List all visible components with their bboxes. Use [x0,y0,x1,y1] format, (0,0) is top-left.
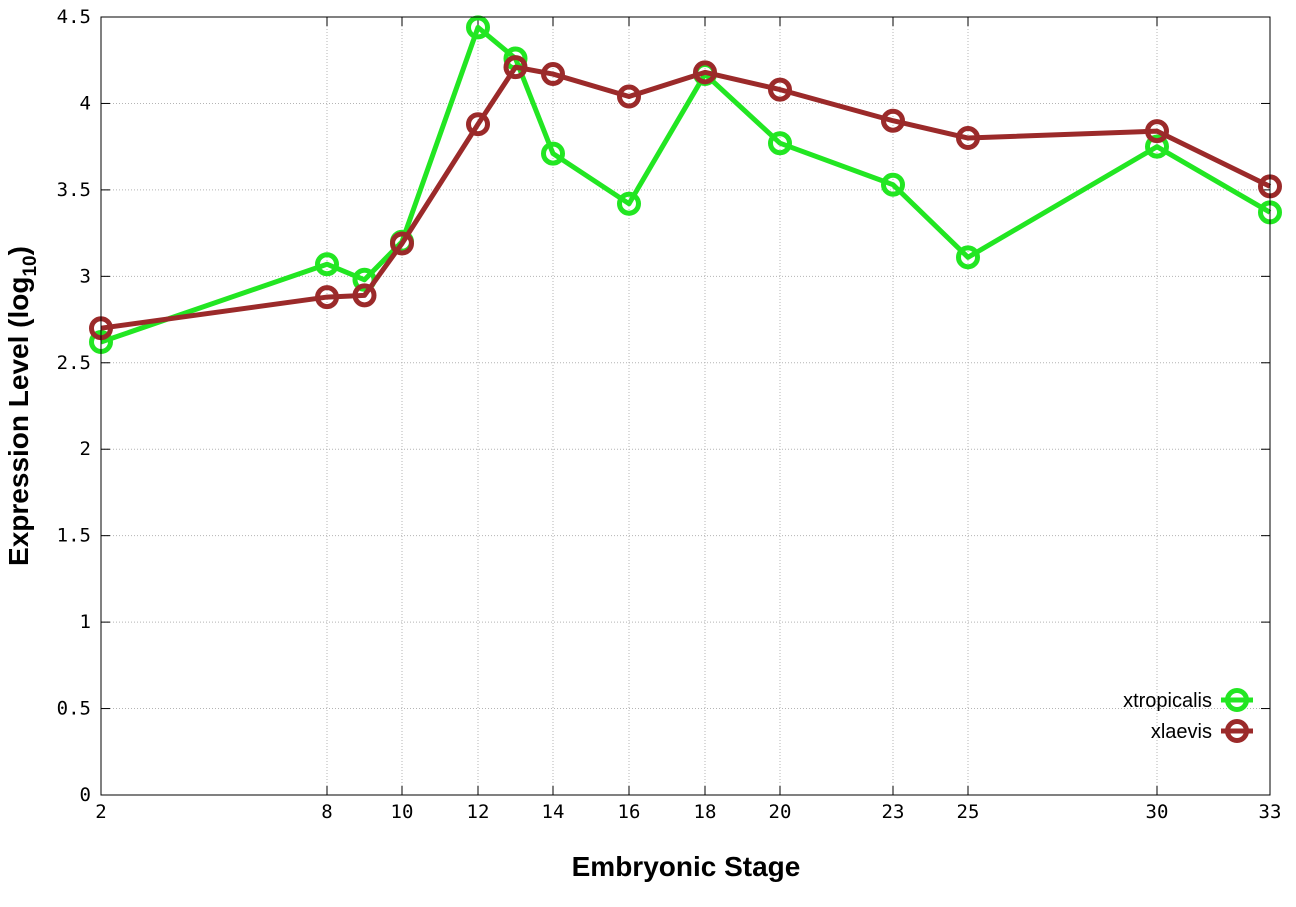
data-point-xtropicalis [1145,134,1169,159]
data-point-xtropicalis [881,172,905,197]
plot-frame [100,16,1271,796]
x-tick-label: 23 [882,801,905,823]
x-tick-label: 2 [95,801,106,823]
data-point-xlaevis [617,84,641,109]
data-point-xtropicalis [768,131,792,156]
y-tick-label: 2 [80,438,91,460]
y-tick-label: 3 [80,265,91,287]
x-tick-label: 8 [321,801,332,823]
data-point-xtropicalis [617,191,641,216]
data-point-xtropicalis [466,15,490,40]
series-line-xtropicalis [100,24,1272,345]
x-tick-label: 18 [694,801,717,823]
y-axis-title-end: ) [3,246,34,255]
x-tick-label: 14 [542,801,565,823]
legend-marker-xtropicalis [1225,688,1249,712]
legend-label-xtropicalis: xtropicalis [1123,690,1212,712]
y-tick-label: 0.5 [57,698,91,720]
x-tick-label: 10 [391,801,414,823]
data-point-xtropicalis [315,252,339,277]
tick-labels: 0 0.5 1 1.5 2 2.5 3 3.5 4 4.5 2 8 10 12 14 16 18 20 23 25 30… [57,6,1282,823]
x-tick-label: 20 [769,801,792,823]
data-point-xlaevis [503,55,528,80]
x-tick-label: 12 [467,801,490,823]
x-tick-label: 16 [618,801,641,823]
data-point-xlaevis [541,62,565,87]
data-point-xlaevis [352,283,377,308]
legend-label-xlaevis: xlaevis [1151,721,1212,743]
legend: xtropicalis xlaevis [1123,688,1253,743]
data-point-xlaevis [315,285,339,310]
data-point-xtropicalis [956,245,980,270]
y-axis-title-main: Expression Level (log [3,277,34,566]
y-tick-label: 3.5 [57,179,91,201]
y-axis-title-subscript: 10 [20,255,41,276]
grid-lines [100,16,1271,796]
series-lines [89,15,1282,355]
y-tick-label: 2.5 [57,352,91,374]
data-point-xlaevis [768,77,792,102]
x-tick-label: 30 [1146,801,1169,823]
x-tick-label: 33 [1259,801,1282,823]
y-tick-label: 1.5 [57,525,91,547]
y-axis-title: Expression Level (log10) [3,246,41,566]
y-tick-label: 0 [80,784,91,806]
y-tick-label: 4.5 [57,6,91,28]
data-point-xlaevis [881,108,905,133]
data-point-xlaevis [693,60,717,85]
data-point-xlaevis [956,126,980,151]
data-point-xlaevis [390,231,414,256]
y-tick-label: 1 [80,611,91,633]
x-axis-title: Embryonic Stage [572,851,801,882]
data-point-xlaevis [1145,119,1169,144]
data-point-xlaevis [466,112,490,137]
y-tick-label: 4 [80,92,91,114]
x-tick-label: 25 [957,801,980,823]
legend-marker-xlaevis [1225,719,1249,743]
data-point-xtropicalis [541,141,565,166]
